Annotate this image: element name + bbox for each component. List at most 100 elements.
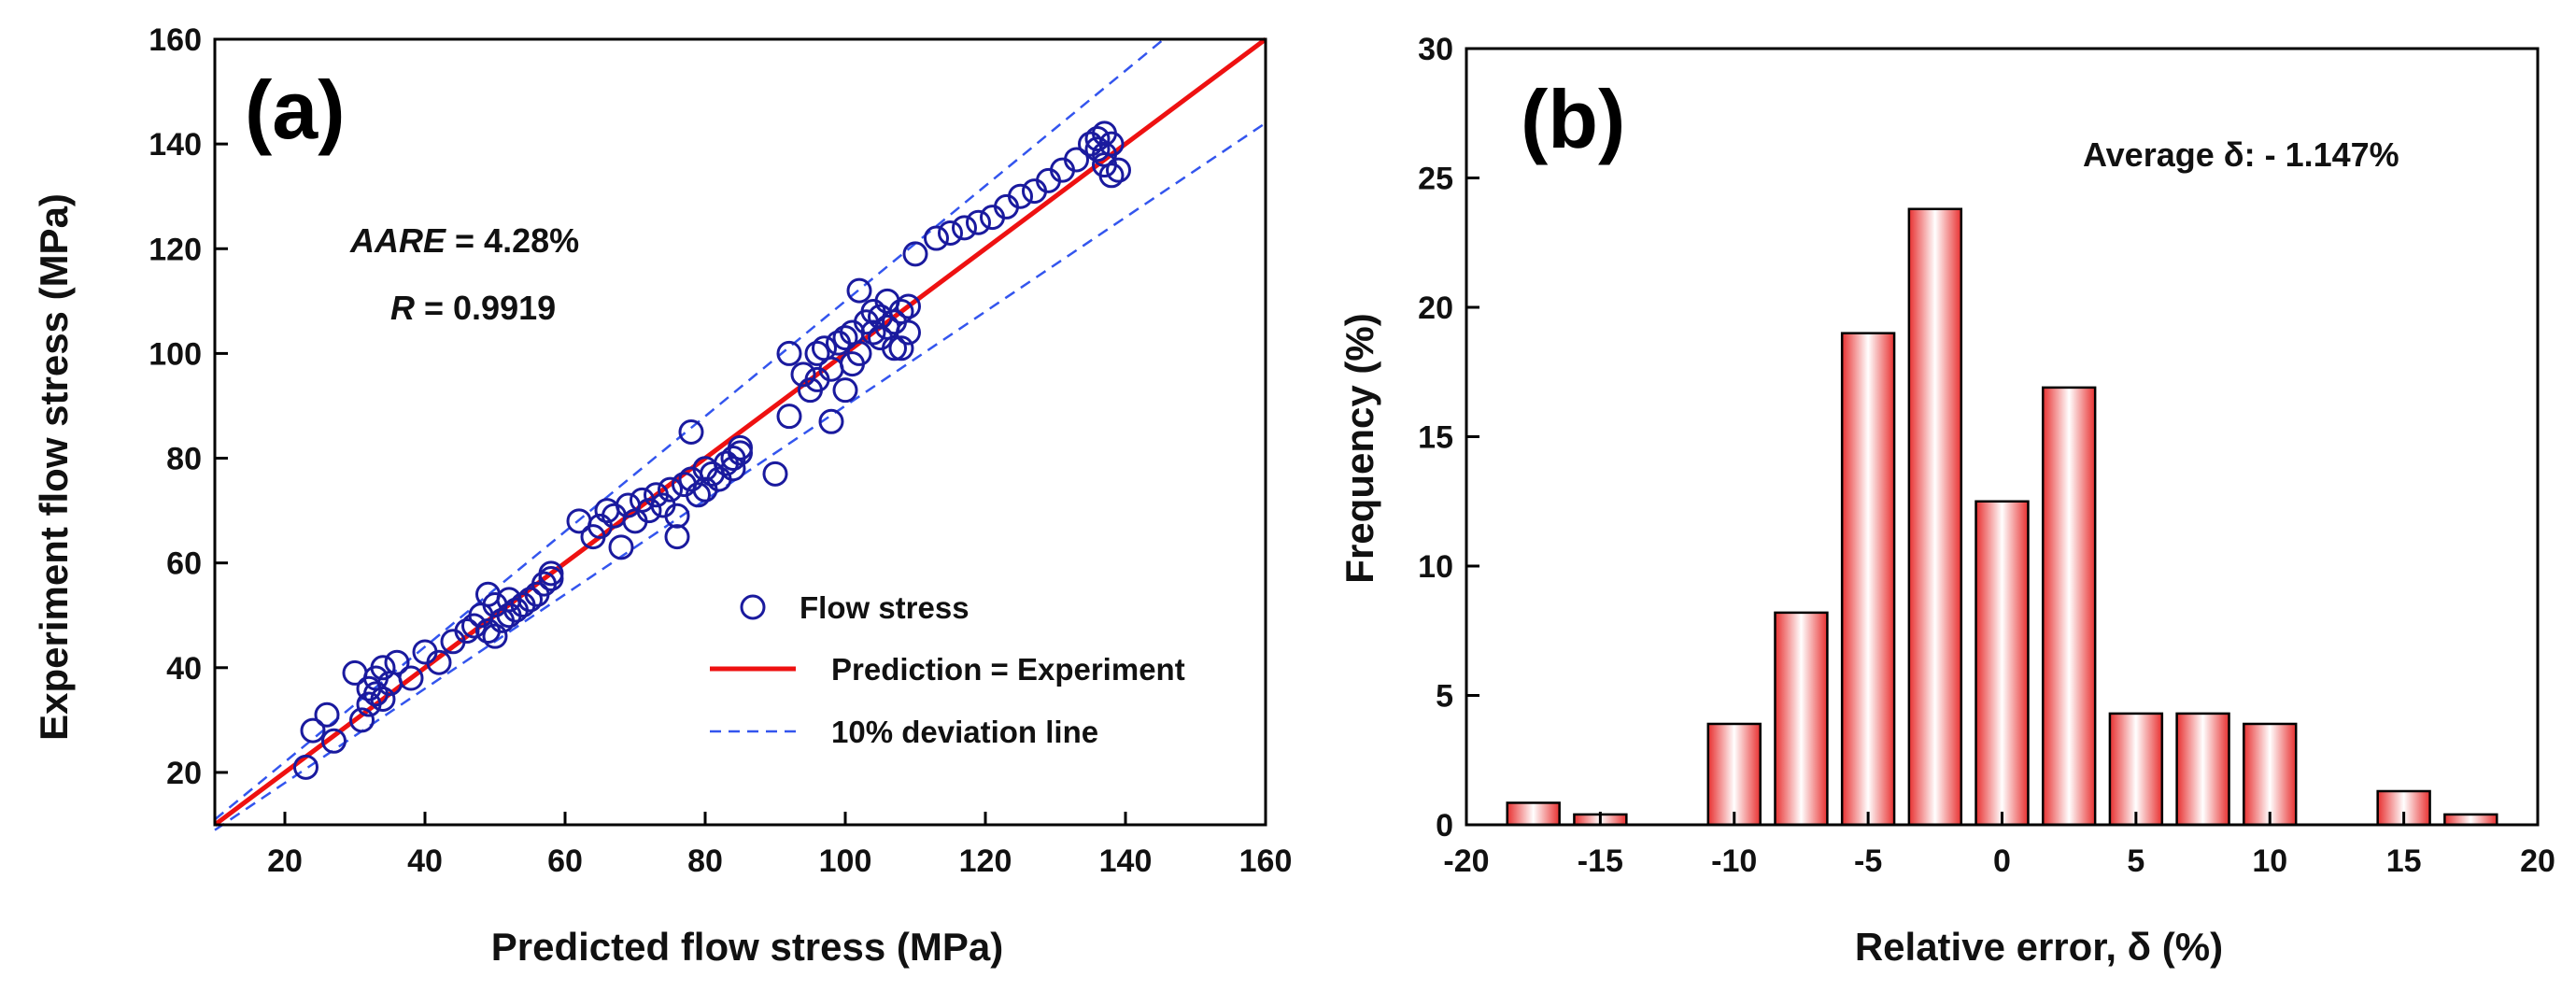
data-point [517,587,543,613]
histogram-bar [2175,712,2230,827]
data-point [846,340,872,366]
data-point [370,655,396,681]
data-point [832,377,858,404]
y-tick-label: 100 [149,336,202,372]
data-point [776,404,802,430]
data-point [314,701,340,728]
x-tick-label: 10 [2252,843,2287,879]
legend-a: Flow stress Prediction = Experiment 10% … [710,590,1185,749]
data-point [664,503,690,529]
panel-b-histogram: -20 -15 -10 -5 0 5 10 15 20 0 5 10 15 20 25 30 (b) Ave… [1338,32,2555,969]
y-tick-label: 0 [1436,808,1453,843]
x-tick-label: -5 [1854,843,1882,879]
y-tick-label: 25 [1418,162,1453,197]
data-point [636,498,662,524]
x-tick-label: 100 [819,843,872,879]
data-point [804,340,830,366]
data-point [1084,136,1111,163]
panel-label-b: (b) [1521,73,1625,165]
y-axis-ticks-b: 0 5 10 15 20 25 30 [1418,32,1479,843]
x-axis-ticks-a: 20 40 60 80 100 120 140 160 [267,812,1292,879]
histogram-bar [2041,386,2097,827]
data-point [678,419,704,445]
data-point [293,754,318,780]
data-point [728,434,753,461]
deviation-lines [214,38,1267,831]
panel-label-a: (a) [245,64,346,156]
data-point [882,335,907,361]
data-point [398,665,424,691]
y-tick-label: 5 [1436,679,1453,715]
data-point [321,728,347,754]
data-point [790,361,816,388]
legend-label-deviation: 10% deviation line [831,715,1098,749]
x-tick-label: 15 [2386,843,2422,879]
flow-stress-points [293,120,1131,780]
data-point [818,408,844,434]
x-tick-label: -10 [1711,843,1757,879]
histogram-bar [1706,722,1762,827]
data-point [1084,126,1111,152]
data-point [896,293,921,319]
legend-label-flow-stress: Flow stress [800,590,970,625]
data-point [1008,183,1033,209]
legend-marker-flow-stress [740,594,766,620]
data-point [608,534,634,560]
x-tick-label: -20 [1443,843,1489,879]
data-point [812,335,837,361]
r-value: = 0.9919 [415,289,556,327]
data-point [658,476,683,503]
r-annotation: R = 0.9919 [390,289,556,327]
x-axis-ticks-b: -20 -15 -10 -5 0 5 10 15 20 [1443,812,2555,879]
data-point [384,649,410,675]
x-tick-label: 120 [959,843,1012,879]
histogram-bar [2108,712,2164,827]
aare-label: AARE [349,221,446,260]
data-point [902,241,928,267]
y-tick-label: 40 [166,651,202,687]
data-point [664,524,690,550]
x-tick-label: 60 [547,843,583,879]
legend-label-prediction: Prediction = Experiment [831,652,1185,687]
data-point [1064,147,1089,173]
x-axis-title-a: Predicted flow stress (MPa) [491,925,1003,969]
x-tick-label: 140 [1099,843,1153,879]
data-point [938,220,963,246]
data-point [952,215,977,241]
fit-line [213,36,1267,828]
data-point [482,623,508,649]
data-point [370,686,396,712]
y-tick-label: 80 [166,442,202,477]
data-point [762,461,788,487]
data-point [860,319,886,346]
plot-frame-a [213,37,1267,827]
y-tick-label: 160 [149,22,202,58]
data-point [300,717,326,744]
data-point [966,209,991,235]
y-axis-ticks-a: 20 40 60 80 100 120 140 160 [149,22,228,791]
histogram-bar [2243,722,2298,827]
y-tick-label: 20 [1418,291,1453,326]
prediction-line [213,36,1267,828]
aare-annotation: AARE = 4.28% [349,221,579,260]
data-point [776,340,802,366]
y-tick-label: 15 [1418,420,1453,456]
y-tick-label: 20 [166,756,202,791]
data-point [924,225,949,251]
y-tick-label: 30 [1418,32,1453,67]
data-point [888,335,914,361]
data-point [832,325,858,351]
x-tick-label: 80 [687,843,723,879]
data-point [896,319,921,346]
data-point [1098,163,1125,189]
y-tick-label: 120 [149,232,202,267]
panel-a-scatter-chart: 20 40 60 80 100 120 140 160 20 40 60 80 100 120 140 16… [32,22,1292,969]
histogram-bar [1774,611,1829,827]
data-point [686,482,711,508]
x-tick-label: 0 [1993,843,2011,879]
data-point [349,707,375,733]
x-tick-label: 160 [1239,843,1293,879]
y-tick-label: 140 [149,127,202,163]
data-point [1106,157,1131,183]
